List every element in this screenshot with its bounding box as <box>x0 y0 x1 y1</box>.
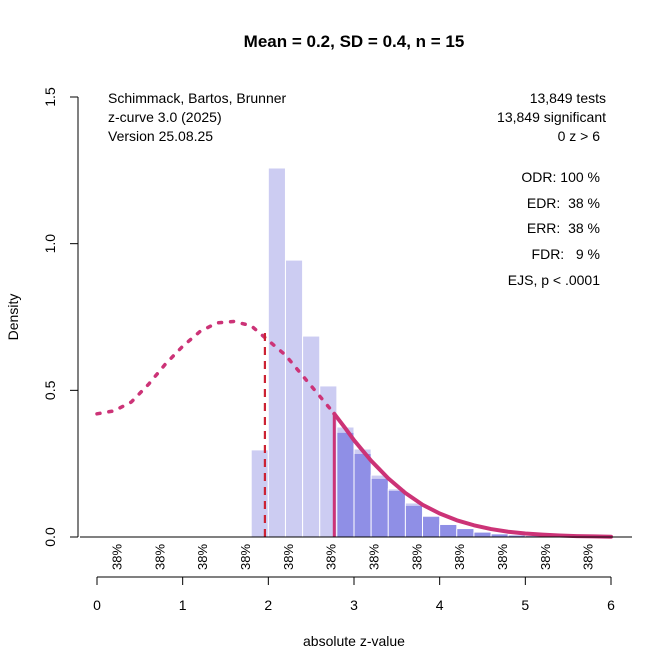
x-tick-label: 5 <box>521 597 529 613</box>
info-right-line: 13,849 tests <box>530 90 606 106</box>
histogram-bar-fitted <box>457 529 474 537</box>
info-left-line: Version 25.08.25 <box>108 128 213 144</box>
power-label: 38% <box>152 544 167 570</box>
stats-block: ODR: 100 % EDR: 38 % ERR: 38 % FDR: 9 % … <box>508 169 600 288</box>
x-axis-label: absolute z-value <box>303 633 405 649</box>
power-label: 38% <box>452 544 467 570</box>
y-axis-ticks: 0.0 0.5 1.0 1.5 <box>42 87 78 547</box>
power-label: 38% <box>581 544 596 570</box>
power-label: 38% <box>409 544 424 570</box>
histogram-bar-fitted <box>388 490 405 537</box>
density-curves <box>95 319 613 539</box>
x-tick-label: 0 <box>93 597 101 613</box>
stat-edr: EDR: 38 % <box>527 195 600 211</box>
histogram-bar-fitted <box>508 535 525 537</box>
x-tick-label: 4 <box>436 597 444 613</box>
info-right-line: 0 z > 6 <box>558 128 601 144</box>
histogram-bar-fitted <box>491 534 508 537</box>
power-label: 38% <box>538 544 553 570</box>
info-right-line: 13,849 significant <box>497 109 606 125</box>
y-axis-label: Density <box>5 294 21 341</box>
histogram-bar-fitted <box>423 517 440 537</box>
power-label: 38% <box>324 544 339 570</box>
histogram-bar-fitted <box>474 532 491 537</box>
info-left-line: z-curve 3.0 (2025) <box>108 109 222 125</box>
stat-odr: ODR: 100 % <box>521 169 600 185</box>
info-left: Schimmack, Bartos, Brunner z-curve 3.0 (… <box>108 90 287 144</box>
chart-title: Mean = 0.2, SD = 0.4, n = 15 <box>244 32 465 51</box>
x-tick-label: 6 <box>607 597 615 613</box>
stat-fdr: FDR: 9 % <box>532 246 600 262</box>
power-labels: 38% 38% 38% 38% 38% 38% 38% 38% 38% 38% 38% 38% <box>109 544 595 570</box>
power-label: 38% <box>366 544 381 570</box>
stat-err: ERR: 38 % <box>527 220 600 236</box>
power-label: 38% <box>495 544 510 570</box>
info-left-line: Schimmack, Bartos, Brunner <box>108 90 287 106</box>
histogram-bar-observed <box>302 335 321 538</box>
x-axis-ticks: 0 1 2 3 4 5 6 <box>93 577 615 613</box>
density-curve-solid <box>332 411 613 539</box>
reference-lines <box>263 331 336 537</box>
density-curve-dotted <box>95 319 337 416</box>
histogram-bar-fitted <box>440 524 457 537</box>
power-label: 38% <box>238 544 253 570</box>
x-tick-label: 1 <box>179 597 187 613</box>
histogram-bars <box>250 167 595 538</box>
y-tick-label: 1.0 <box>42 234 58 254</box>
power-label: 38% <box>109 544 124 570</box>
y-tick-label: 1.5 <box>42 87 58 107</box>
info-right: 13,849 tests 13,849 significant 0 z > 6 <box>497 90 606 144</box>
histogram-bar-fitted <box>337 432 354 537</box>
y-tick-label: 0.0 <box>42 527 58 547</box>
histogram-bar-fitted <box>371 478 388 537</box>
histogram-bar-fitted <box>354 453 371 537</box>
stat-ejs: EJS, p < .0001 <box>508 272 600 288</box>
histogram-bar-observed <box>284 259 304 538</box>
power-label: 38% <box>195 544 210 570</box>
y-tick-label: 0.5 <box>42 380 58 400</box>
histogram-bar-fitted <box>405 505 423 537</box>
x-tick-label: 3 <box>350 597 358 613</box>
x-tick-label: 2 <box>264 597 272 613</box>
power-label: 38% <box>281 544 296 570</box>
